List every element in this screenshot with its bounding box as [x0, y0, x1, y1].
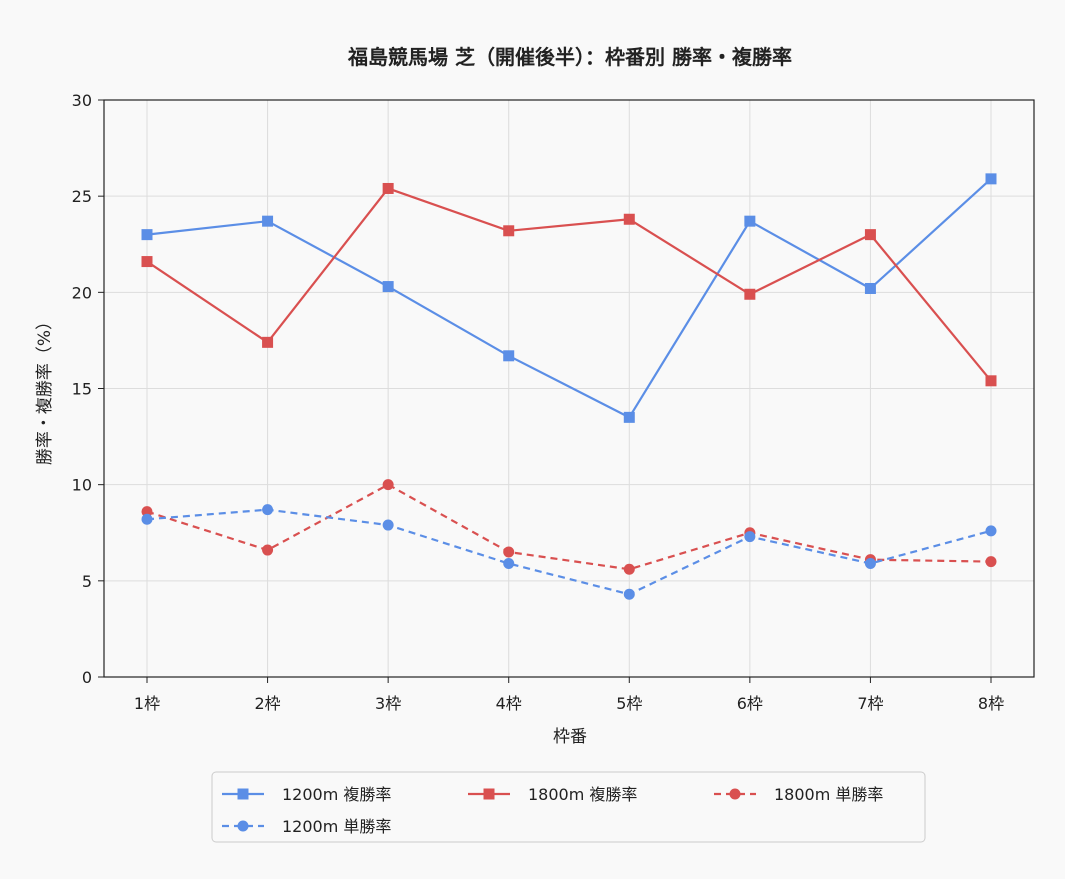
data-point: [864, 229, 876, 241]
data-point: [864, 282, 876, 294]
data-point: [985, 556, 997, 568]
data-point: [262, 336, 274, 348]
x-tick-label: 2枠: [254, 694, 280, 713]
data-point: [262, 504, 274, 516]
plot-area: 0 5 10 15 20 25 30 1枠 2枠 3枠 4枠 5枠 6枠 7枠 8枠: [72, 91, 1035, 713]
x-tick-label: 1枠: [134, 694, 160, 713]
data-point: [744, 531, 756, 543]
x-tick-label: 7枠: [857, 694, 883, 713]
data-point: [503, 225, 515, 237]
series-4: [141, 504, 997, 600]
legend-marker: [237, 788, 249, 800]
y-tick-label: 0: [82, 668, 92, 687]
legend-box: [211, 771, 926, 843]
series-line: [146, 483, 992, 571]
y-axis-label: 勝率・複勝率（%）: [35, 313, 55, 465]
x-tick-label: 4枠: [496, 694, 522, 713]
legend-item-2: 1800m 複勝率: [468, 785, 637, 804]
x-tick-label: 8枠: [978, 694, 1004, 713]
legend-label: 1800m 単勝率: [774, 785, 883, 804]
data-point: [503, 546, 515, 558]
data-point: [623, 563, 635, 575]
y-tick-label: 10: [72, 476, 92, 495]
data-point: [503, 558, 515, 570]
x-tick-label: 3枠: [375, 694, 401, 713]
data-point: [262, 215, 274, 227]
x-tick-label: 5枠: [616, 694, 642, 713]
y-tick-label: 15: [72, 380, 92, 399]
y-tick-label: 5: [82, 572, 92, 591]
data-point: [141, 506, 153, 518]
legend-label: 1800m 複勝率: [528, 785, 637, 804]
legend: 1200m 複勝率 1800m 複勝率 1800m 単勝率 1200m 単勝率: [211, 771, 926, 843]
series-line: [146, 187, 992, 382]
data-point: [623, 213, 635, 225]
data-point: [382, 281, 394, 293]
x-axis-label: 枠番: [553, 727, 587, 747]
data-point: [623, 411, 635, 423]
series-1: [141, 173, 997, 423]
legend-label: 1200m 単勝率: [282, 817, 391, 836]
y-tick-label: 25: [72, 187, 92, 206]
legend-marker: [237, 820, 249, 832]
legend-marker: [483, 788, 495, 800]
data-point: [985, 173, 997, 185]
data-point: [744, 288, 756, 300]
data-point: [382, 519, 394, 531]
legend-marker: [729, 788, 741, 800]
legend-label: 1200m 複勝率: [282, 785, 391, 804]
plot-frame: [103, 99, 1035, 678]
chart-title: 福島競馬場 芝（開催後半）：枠番別 勝率・複勝率: [347, 45, 792, 69]
series-line: [146, 178, 992, 419]
y-tick-label: 20: [72, 283, 92, 302]
legend-item-4: 1200m 単勝率: [222, 817, 391, 836]
data-point: [262, 544, 274, 556]
data-point: [985, 525, 997, 537]
data-point: [744, 215, 756, 227]
data-point: [382, 182, 394, 194]
legend-item-1: 1200m 複勝率: [222, 785, 391, 804]
data-point: [141, 229, 153, 241]
data-point: [141, 256, 153, 268]
data-point: [623, 588, 635, 600]
series-2: [141, 182, 997, 387]
data-point: [985, 375, 997, 387]
data-point: [141, 513, 153, 525]
data-point: [864, 558, 876, 570]
data-point: [503, 350, 515, 362]
legend-item-3: 1800m 単勝率: [714, 785, 883, 804]
data-point: [382, 479, 394, 491]
x-tick-label: 6枠: [737, 694, 763, 713]
y-tick-label: 30: [72, 91, 92, 110]
